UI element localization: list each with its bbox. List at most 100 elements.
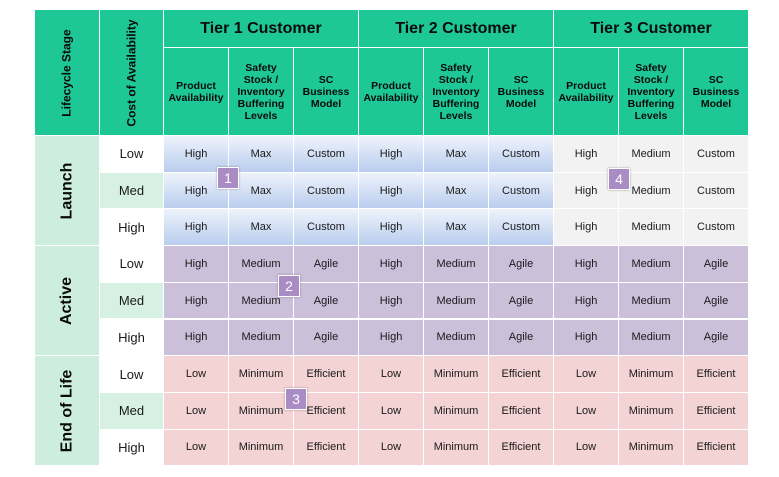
table-cell: Max [424, 172, 489, 210]
table-cell: Efficient [294, 392, 359, 430]
table-cell: Efficient [489, 392, 554, 430]
table-cell: High [554, 136, 619, 173]
tier-2-subheader-3: SC Business Model [489, 48, 554, 136]
callout-badge-4: 4 [608, 168, 630, 190]
table-cell: Agile [489, 246, 554, 283]
stage-active: Active [35, 246, 100, 357]
stage-end-of-life: End of Life [35, 356, 100, 467]
table-cell: Medium [619, 209, 684, 247]
table-cell: Minimum [424, 356, 489, 393]
table-cell: Minimum [424, 429, 489, 467]
table-cell: Agile [489, 319, 554, 357]
stage-launch: Launch [35, 136, 100, 247]
cost-level: Med [100, 172, 164, 210]
table-cell: High [554, 209, 619, 247]
table-cell: Medium [619, 246, 684, 283]
callout-badge-3: 3 [285, 388, 307, 410]
stage-launch-text: Launch [57, 162, 75, 219]
table-cell: Max [424, 136, 489, 173]
table-cell: High [359, 209, 424, 247]
lifecycle-stage-header-text: Lifecycle Stage [60, 28, 74, 117]
table-cell: Medium [229, 319, 294, 357]
tier-1-header: Tier 1 Customer [164, 10, 359, 48]
cost-level: Med [100, 282, 164, 320]
table-cell: Minimum [229, 392, 294, 430]
tier-3-subheader-1: Product Availability [554, 48, 619, 136]
tier-2-subheader-2: Safety Stock / Inventory Buffering Level… [424, 48, 489, 136]
table-cell: Agile [489, 282, 554, 320]
table-cell: Low [359, 392, 424, 430]
table-cell: High [164, 209, 229, 247]
cost-level: Low [100, 356, 164, 393]
table-cell: Custom [684, 136, 749, 173]
callout-badge-2: 2 [278, 275, 300, 297]
table-cell: Efficient [684, 392, 749, 430]
table-cell: Custom [294, 209, 359, 247]
table-cell: Efficient [684, 429, 749, 467]
table-cell: Medium [424, 246, 489, 283]
table-cell: Max [229, 172, 294, 210]
table-cell: Custom [489, 136, 554, 173]
table-cell: Low [359, 356, 424, 393]
table-cell: High [359, 136, 424, 173]
table-cell: Agile [294, 246, 359, 283]
table-cell: Medium [424, 319, 489, 357]
table-cell: Max [424, 209, 489, 247]
table-cell: High [359, 246, 424, 283]
table-cell: High [359, 319, 424, 357]
cost-of-availability-header: Cost of Availability [100, 10, 164, 136]
table-cell: High [554, 282, 619, 320]
table-cell: Efficient [294, 356, 359, 393]
table-cell: Efficient [684, 356, 749, 393]
cost-level: High [100, 319, 164, 357]
table-cell: Medium [424, 282, 489, 320]
table-cell: Minimum [229, 356, 294, 393]
table-cell: Efficient [294, 429, 359, 467]
callout-badge-1: 1 [217, 167, 239, 189]
table-cell: Low [554, 392, 619, 430]
table-cell: Medium [619, 282, 684, 320]
table-cell: High [164, 319, 229, 357]
table-cell: Minimum [424, 392, 489, 430]
tier-1-subheader-3: SC Business Model [294, 48, 359, 136]
tier-3-subheader-3: SC Business Model [684, 48, 749, 136]
cost-level: Med [100, 392, 164, 430]
table-cell: Medium [619, 136, 684, 173]
table-cell: Low [164, 356, 229, 393]
tier-3-header: Tier 3 Customer [554, 10, 749, 48]
cost-of-availability-header-text: Cost of Availability [124, 18, 139, 127]
tier-1-subheader-1: Product Availability [164, 48, 229, 136]
table-cell: Max [229, 209, 294, 247]
table-cell: High [554, 319, 619, 357]
table-cell: Agile [684, 282, 749, 320]
table-cell: Low [554, 429, 619, 467]
table-cell: Efficient [489, 429, 554, 467]
table-cell: Efficient [489, 356, 554, 393]
table-cell: Medium [619, 319, 684, 357]
cost-level: High [100, 209, 164, 247]
table-cell: High [164, 136, 229, 173]
table-cell: High [554, 172, 619, 210]
table-cell: Low [554, 356, 619, 393]
table-cell: High [554, 246, 619, 283]
table-cell: Medium [229, 282, 294, 320]
table-cell: Agile [684, 246, 749, 283]
table-cell: High [359, 282, 424, 320]
table-cell: Low [164, 392, 229, 430]
lifecycle-stage-header: Lifecycle Stage [35, 10, 100, 136]
table-cell: High [164, 282, 229, 320]
table-cell: Minimum [229, 429, 294, 467]
table-cell: Custom [489, 172, 554, 210]
table-cell: Minimum [619, 356, 684, 393]
table-cell: Agile [294, 319, 359, 357]
table-cell: Minimum [619, 429, 684, 467]
stage-active-text: Active [58, 276, 75, 325]
table-cell: High [359, 172, 424, 210]
table-cell: Agile [684, 319, 749, 357]
table-cell: Max [229, 136, 294, 173]
table-cell: Low [164, 429, 229, 467]
tier-3-subheader-2: Safety Stock / Inventory Buffering Level… [619, 48, 684, 136]
tier-2-subheader-1: Product Availability [359, 48, 424, 136]
table-cell: Custom [684, 172, 749, 210]
